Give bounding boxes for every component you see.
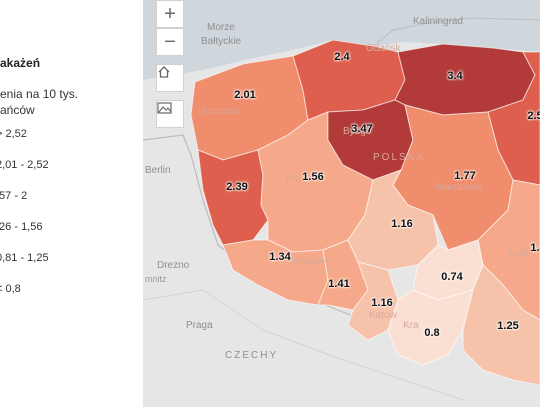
value-dolnoslaskie: 1.34 <box>269 251 291 263</box>
label-bydgoszcz: Bydgo <box>343 126 372 137</box>
zoom-in-button[interactable]: + <box>156 0 184 28</box>
label-sea: Morze <box>207 22 235 33</box>
value-lodzkie: 1.16 <box>391 218 413 230</box>
czech-border <box>143 289 464 401</box>
region-slaskie[interactable] <box>347 261 399 341</box>
label-warszawa: Warszawa <box>435 182 482 193</box>
value-podlaskie: 2.5 <box>527 110 540 122</box>
region-lubuskie[interactable] <box>197 149 269 246</box>
legend-item-3: ,57 - 2 <box>0 190 28 202</box>
legend-title: zakażeń <box>0 56 41 70</box>
legend-item-4: ,26 - 1,56 <box>0 221 43 233</box>
value-pomorskie: 2.4 <box>334 51 350 63</box>
label-drezno: Drezno <box>157 260 190 271</box>
value-malopolskie: 0.8 <box>424 327 440 339</box>
label-poznan: Po <box>286 174 299 185</box>
label-polska: POLSKA <box>373 152 426 163</box>
label-czechy: CZECHY <box>225 350 279 361</box>
label-gdansk: Gdańsk <box>366 43 401 54</box>
home-icon <box>158 66 170 78</box>
value-warminsko-mazurskie: 3.4 <box>447 70 463 82</box>
legend-panel: zakażeń enia na 10 tys. ańców > 2,52 2,0… <box>0 0 143 407</box>
label-sea-2: Bałtyckie <box>201 36 242 47</box>
label-krakow: Kra <box>403 320 419 331</box>
legend-item-5: 0,81 - 1,25 <box>0 252 49 264</box>
label-berlin: Berlin <box>145 165 171 176</box>
value-mazowieckie: 1.77 <box>454 170 476 182</box>
legend-subtitle-line1: enia na 10 tys. <box>0 87 79 101</box>
kaliningrad-border <box>372 17 540 47</box>
label-lublin: Lubl <box>509 248 528 259</box>
map-canvas <box>143 0 540 401</box>
label-praga: Praga <box>186 320 213 331</box>
label-kaliningrad: Kaliningrad <box>413 16 464 27</box>
baltic-sea <box>143 0 540 80</box>
legend-item-2: 2,01 - 2,52 <box>0 159 49 171</box>
value-lubuskie: 2.39 <box>226 181 248 193</box>
value-lubelskie: 1.4 <box>530 242 540 254</box>
basemap-gallery-icon <box>157 102 172 114</box>
value-kujawsko-pomorskie: 3.47 <box>351 123 373 135</box>
value-slaskie: 1.16 <box>371 297 393 309</box>
legend-subtitle-line2: ańców <box>0 103 35 117</box>
value-wielkopolskie: 1.56 <box>302 171 324 183</box>
value-opolskie: 1.41 <box>328 278 350 290</box>
label-chemnitz: mnitz <box>145 274 167 284</box>
legend-item-6: < 0,8 <box>0 283 21 295</box>
zoom-out-button[interactable]: − <box>156 28 184 56</box>
legend-subtitle: enia na 10 tys. ańców <box>0 86 120 118</box>
label-szczecin: Szczecin <box>201 106 242 117</box>
map-view[interactable]: + − Morze Bałtyckie Kaliningrad Berlin D… <box>143 0 540 407</box>
region-podkarpackie[interactable] <box>462 264 540 386</box>
label-katowice: Katow <box>369 310 397 321</box>
label-wroclaw: Wrocław <box>291 256 330 267</box>
legend-item-1: > 2,52 <box>0 128 27 140</box>
basemap-button[interactable] <box>156 100 184 128</box>
home-button[interactable] <box>156 64 184 92</box>
value-swietokrzyskie: 0.74 <box>441 271 463 283</box>
value-zachodniopomorskie: 2.01 <box>234 89 256 101</box>
value-podkarpackie: 1.25 <box>497 320 519 332</box>
